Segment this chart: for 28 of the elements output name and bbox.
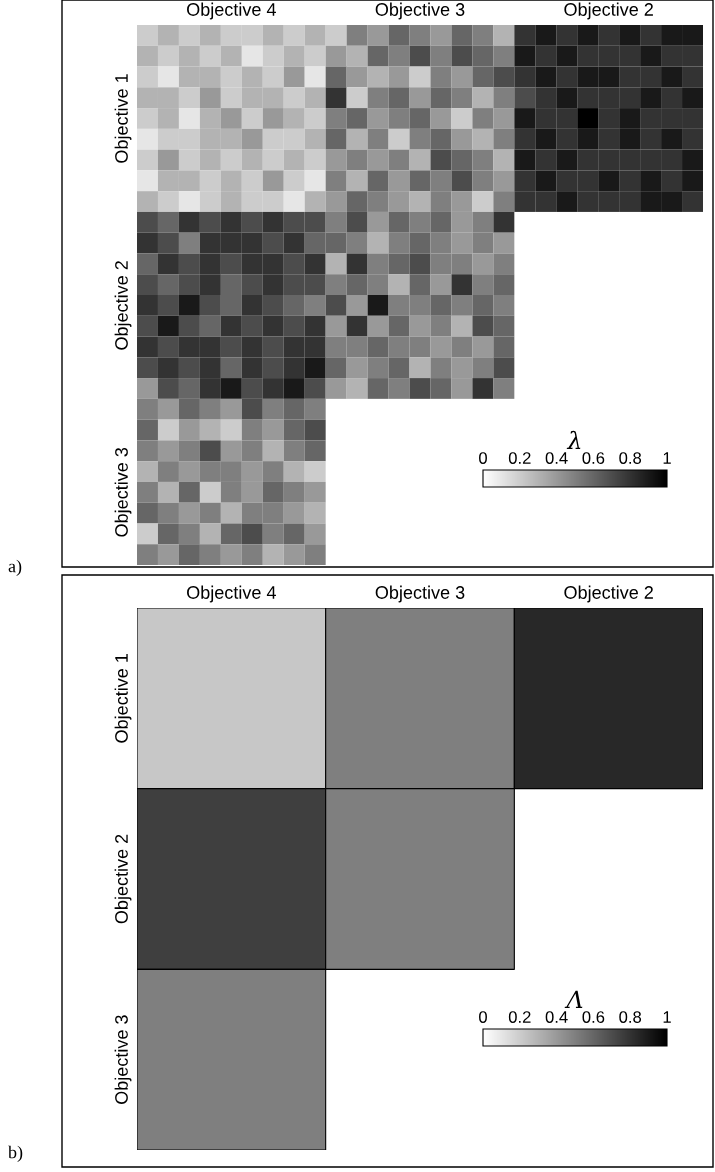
- color-bar-label: 0.4: [545, 1011, 568, 1023]
- text: b): [8, 1145, 23, 1162]
- x-tick-label: Objective 2: [564, 585, 653, 603]
- color-bar-label: 0: [479, 1011, 487, 1023]
- y-tick-label: Objective 2: [114, 261, 132, 350]
- color-bar-label: 0.2: [508, 452, 531, 464]
- color-bar-label: 0.8: [619, 452, 642, 464]
- y-tick-label: Objective 3: [114, 447, 132, 537]
- x-tick-label: Objective 2: [564, 2, 653, 20]
- x-tick-label: Objective 4: [187, 585, 276, 603]
- color-bar-label: 0.8: [619, 1011, 642, 1023]
- y-tick-label: Objective 1: [114, 74, 132, 163]
- color-bar-title: Λ: [564, 990, 583, 1008]
- x-tick-label: Objective 3: [375, 2, 465, 20]
- color-bar-label: 1: [663, 452, 671, 464]
- color-bar-label: 0.6: [582, 1011, 605, 1023]
- color-bar-title: λ: [566, 430, 581, 449]
- color-bar-label: 0: [479, 452, 487, 464]
- text: a): [8, 559, 22, 576]
- y-tick-label: Objective 2: [114, 834, 132, 924]
- x-tick-label: Objective 4: [187, 2, 276, 20]
- color-bar-label: 0.2: [508, 1011, 531, 1023]
- color-bar-label: 1: [663, 1011, 671, 1023]
- y-tick-label: Objective 1: [114, 654, 132, 743]
- color-bar-label: 0.4: [545, 452, 568, 464]
- x-tick-label: Objective 3: [375, 585, 465, 603]
- color-bar-label: 0.6: [582, 452, 605, 464]
- y-tick-label: Objective 3: [114, 1015, 132, 1104]
